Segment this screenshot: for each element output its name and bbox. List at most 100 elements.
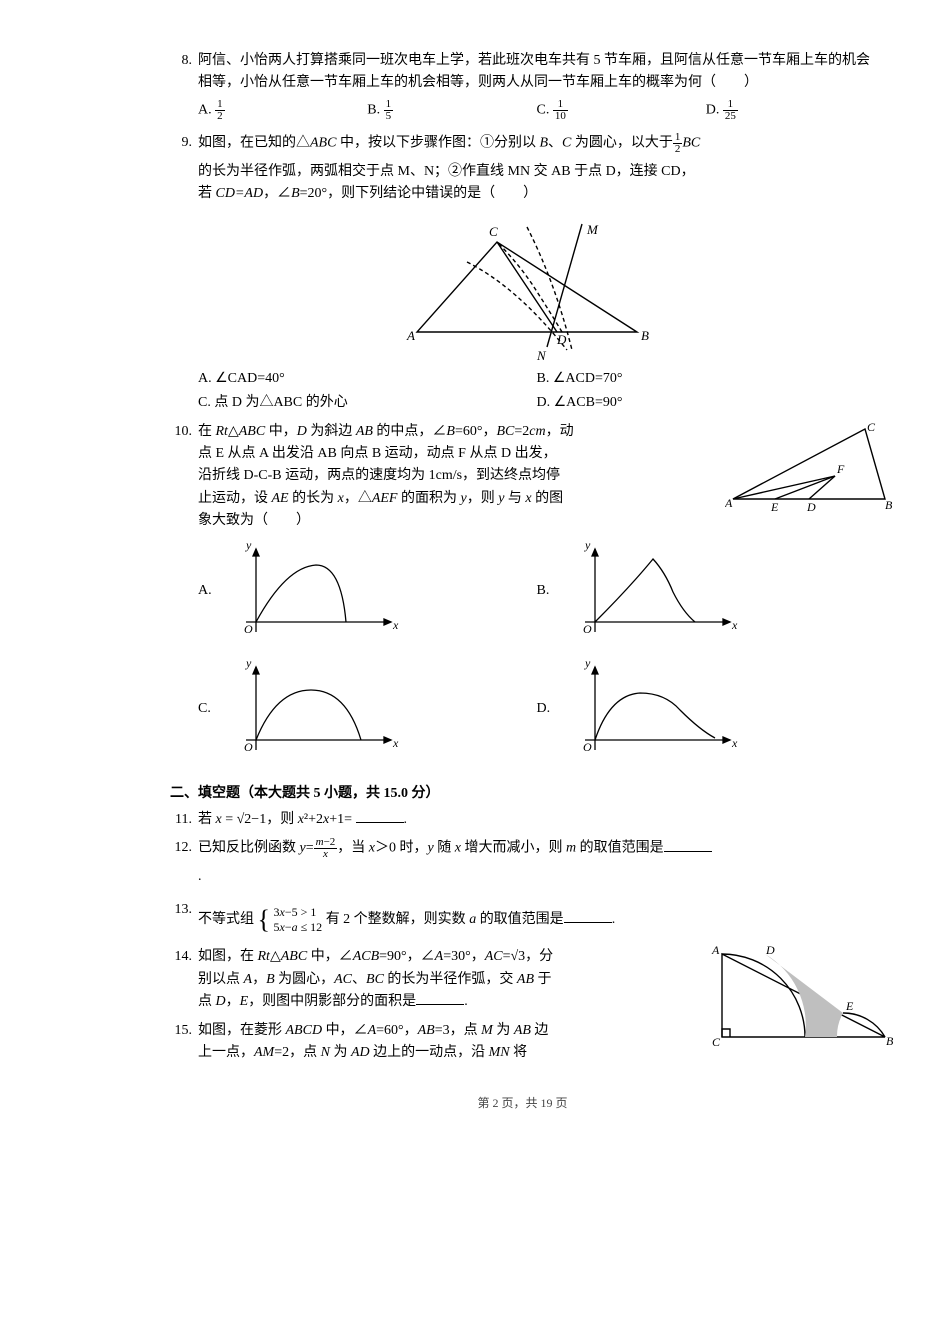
q9-line3: 若 CD=AD，∠B=20°，则下列结论中错误的是（ ） [198,183,875,205]
q10-l1: 在 Rt△ABC 中，D 为斜边 AB 的中点，∠B=60°，BC=2cm，动 [198,421,715,443]
question-14: 14. 如图，在 Rt△ABC 中，∠ACB=90°，∠A=30°，AC=√3，… [170,946,875,1013]
blank-input[interactable] [416,991,464,1005]
q15-number: 15. [170,1020,198,1065]
fraction: 125 [723,99,738,122]
q10-opt-c: C. x y O [198,655,537,765]
page-root: 8. 阿信、小怡两人打算搭乘同一班次电车上学，若此班次电车共有 5 节车厢，且阿… [0,0,945,1144]
q9-options: A. ∠CAD=40° B. ∠ACD=70° [198,368,875,390]
question-11: 11. 若 x = √2−1，则 x²+2x+1= . [170,809,875,831]
svg-text:C: C [867,421,876,434]
q13-body: 不等式组 { 3x−5 > 1 5x−a ≤ 12 有 2 个整数解，则实数 a… [198,899,875,941]
q9-figure: A B C D M N [198,212,875,362]
q10-figure: A B C D E F [725,421,895,511]
q8-body: 阿信、小怡两人打算搭乘同一班次电车上学，若此班次电车共有 5 节车厢，且阿信从任… [198,50,875,122]
q8-opt-d: D. 125 [706,99,815,122]
svg-text:B: B [641,328,649,343]
q9-number: 9. [170,132,198,415]
q14-body: 如图，在 Rt△ABC 中，∠ACB=90°，∠A=30°，AC=√3，分 别以… [198,946,875,1013]
section-2-heading: 二、填空题（本大题共 5 小题，共 15.0 分） [170,783,875,805]
svg-text:y: y [584,538,591,552]
q10-graph-options: A. x y O B. [198,537,875,773]
question-9: 9. 如图，在已知的△ABC 中，按以下步骤作图：①分别以 B、C 为圆心，以大… [170,132,875,415]
svg-text:y: y [245,656,252,670]
svg-text:A: A [711,943,720,957]
svg-text:C: C [489,224,498,239]
svg-text:O: O [244,622,253,636]
svg-text:x: x [392,618,399,632]
svg-text:x: x [731,736,738,750]
q14-number: 14. [170,946,198,1013]
svg-text:C: C [712,1035,721,1049]
q10-opt-d: D. x y O [537,655,876,765]
q15-l2: 上一点，AM=2，点 N 为 AD 边上的一动点，沿 MN 将 [198,1042,695,1064]
q14-figure: A B C D E [710,942,895,1052]
svg-text:E: E [770,500,779,511]
svg-text:M: M [586,222,599,237]
graph-d: x y O [565,655,745,765]
q14-l3: 点 D，E，则图中阴影部分的面积是. [198,991,695,1013]
q14-l2: 别以点 A，B 为圆心，AC、BC 的长为半径作弧，交 AB 于 [198,969,695,991]
svg-text:D: D [556,332,567,347]
q14-l1: 如图，在 Rt△ABC 中，∠ACB=90°，∠A=30°，AC=√3，分 [198,946,695,968]
svg-text:x: x [731,618,738,632]
svg-text:A: A [725,496,733,510]
q10-opt-a: A. x y O [198,537,537,647]
q10-opt-b: B. x y O [537,537,876,647]
q9-opt-b: B. ∠ACD=70° [537,368,876,390]
svg-text:O: O [583,622,592,636]
q9-opt-c: C. 点 D 为△ABC 的外心 [198,392,537,414]
q11-number: 11. [170,809,198,831]
blank-input[interactable] [356,809,404,823]
q10-body: 在 Rt△ABC 中，D 为斜边 AB 的中点，∠B=60°，BC=2cm，动 … [198,421,875,773]
svg-text:x: x [392,736,399,750]
q9-opt-d: D. ∠ACB=90° [537,392,876,414]
svg-text:B: B [885,498,893,511]
fraction: 15 [384,99,394,122]
graph-c: x y O [226,655,406,765]
svg-text:y: y [245,538,252,552]
q15-l1: 如图，在菱形 ABCD 中，∠A=60°，AB=3，点 M 为 AB 边 [198,1020,695,1042]
q10-number: 10. [170,421,198,773]
svg-text:D: D [765,943,775,957]
q12-number: 12. [170,837,198,889]
q8-text: 阿信、小怡两人打算搭乘同一班次电车上学，若此班次电车共有 5 节车厢，且阿信从任… [198,50,875,95]
svg-text:A: A [406,328,415,343]
graph-a: x y O [226,537,406,647]
q8-opt-a: A. 12 [198,99,307,122]
question-12: 12. 已知反比例函数 y=m−2x，当 x＞0 时，y 随 x 增大而减小，则… [170,837,875,889]
svg-text:D: D [806,500,816,511]
fraction: 110 [553,99,568,122]
question-13: 13. 不等式组 { 3x−5 > 1 5x−a ≤ 12 有 2 个整数解，则… [170,899,875,941]
graph-b: x y O [565,537,745,647]
q8-number: 8. [170,50,198,122]
blank-input[interactable] [664,838,712,852]
svg-text:E: E [845,999,854,1013]
q11-body: 若 x = √2−1，则 x²+2x+1= . [198,809,875,831]
q9-line2: 的长为半径作弧，两弧相交于点 M、N；②作直线 MN 交 AB 于点 D，连接 … [198,161,875,183]
svg-text:O: O [583,740,592,754]
right-triangle-diagram: A B C D E F [725,421,895,511]
question-10: 10. 在 Rt△ABC 中，D 为斜边 AB 的中点，∠B=60°，BC=2c… [170,421,875,773]
svg-text:y: y [584,656,591,670]
q8-options: A. 12 B. 15 C. 110 D. 125 [198,99,875,122]
svg-text:B: B [886,1034,894,1048]
triangle-construction-diagram: A B C D M N [397,212,677,362]
q10-l2: 点 E 从点 A 出发沿 AB 向点 B 运动，动点 F 从点 D 出发， [198,443,715,465]
q9-opt-a: A. ∠CAD=40° [198,368,537,390]
svg-text:O: O [244,740,253,754]
blank-input[interactable] [564,909,612,923]
q9-body: 如图，在已知的△ABC 中，按以下步骤作图：①分别以 B、C 为圆心，以大于12… [198,132,875,415]
shaded-arc-diagram: A B C D E [710,942,895,1052]
q10-l3: 沿折线 D-C-B 运动，两点的速度均为 1cm/s，到达终点均停 [198,465,715,487]
q8-opt-c: C. 110 [537,99,646,122]
q13-number: 13. [170,899,198,941]
q12-body: 已知反比例函数 y=m−2x，当 x＞0 时，y 随 x 增大而减小，则 m 的… [198,837,875,889]
brace-system: { 3x−5 > 1 5x−a ≤ 12 [258,899,323,941]
q10-l5: 象大致为（ ） [198,510,715,532]
q9-line1: 如图，在已知的△ABC 中，按以下步骤作图：①分别以 B、C 为圆心，以大于12… [198,132,875,155]
svg-text:F: F [836,462,845,476]
page-footer: 第 2 页，共 19 页 [170,1094,875,1113]
svg-text:N: N [536,348,547,362]
question-8: 8. 阿信、小怡两人打算搭乘同一班次电车上学，若此班次电车共有 5 节车厢，且阿… [170,50,875,122]
q8-opt-b: B. 15 [367,99,476,122]
